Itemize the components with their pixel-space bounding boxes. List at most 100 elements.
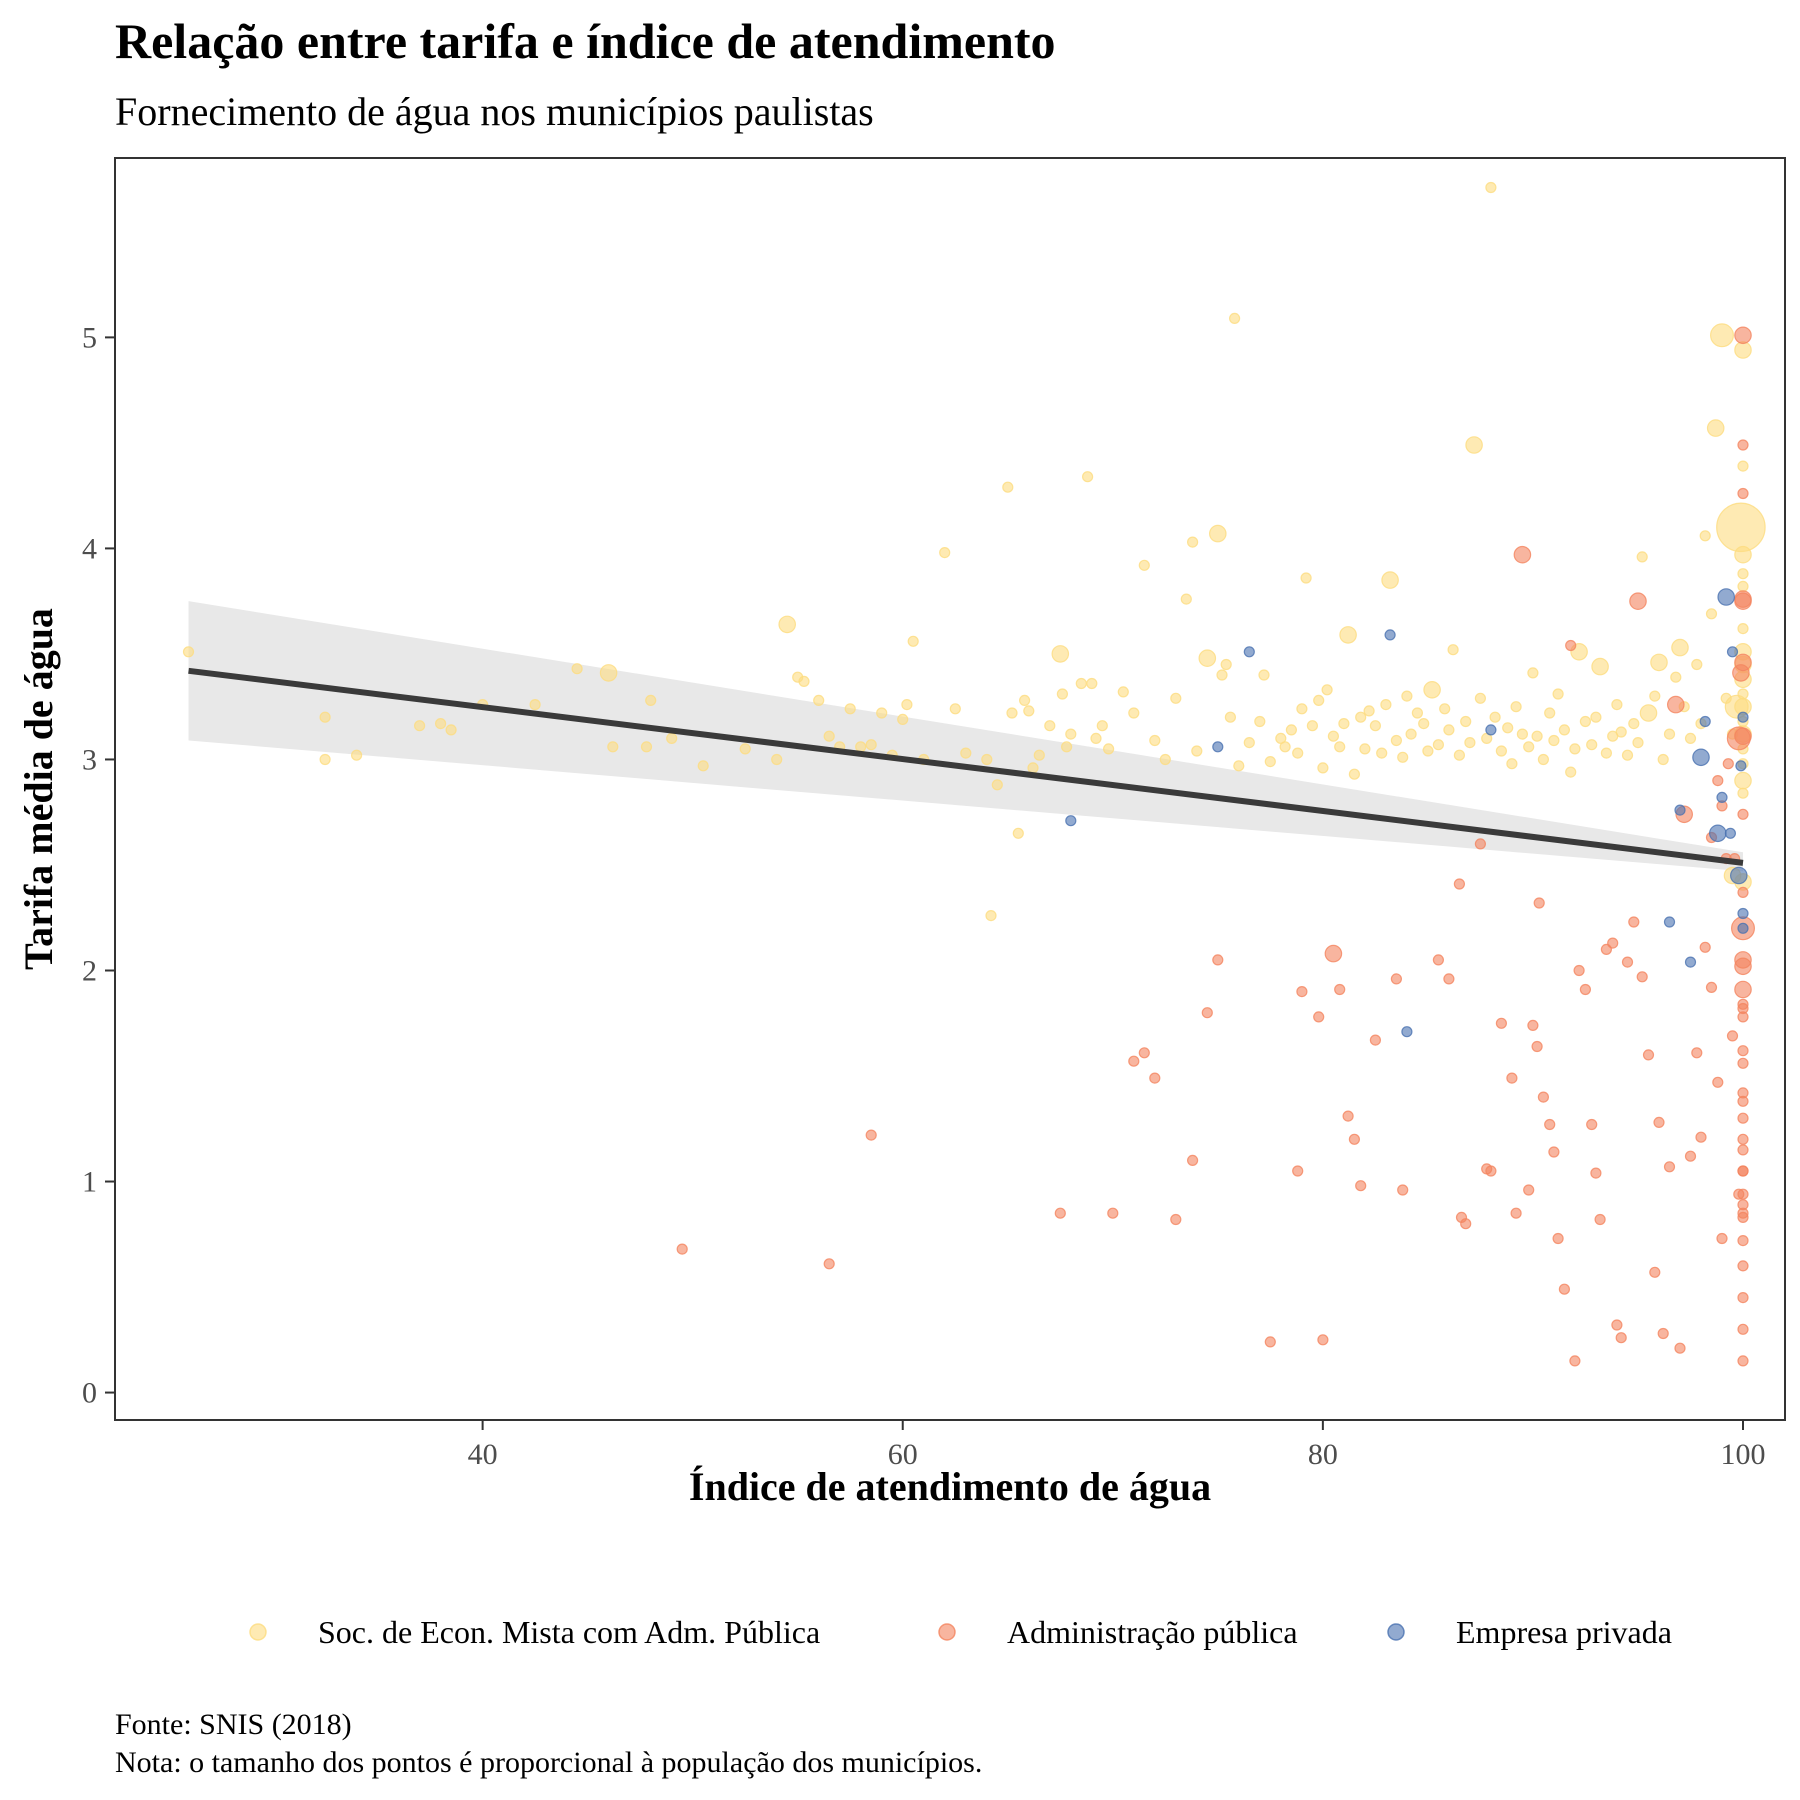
data-point bbox=[1569, 1355, 1581, 1367]
data-point bbox=[1159, 753, 1171, 766]
data-point bbox=[1369, 720, 1382, 732]
data-point bbox=[1737, 1199, 1749, 1211]
data-point bbox=[1579, 715, 1592, 728]
data-point bbox=[1544, 1118, 1556, 1131]
data-point bbox=[1065, 815, 1077, 827]
data-point bbox=[865, 1129, 877, 1141]
data-point bbox=[1684, 1150, 1697, 1162]
data-point bbox=[1149, 1072, 1161, 1084]
data-point bbox=[1128, 707, 1140, 719]
data-point bbox=[645, 694, 657, 707]
data-point bbox=[1107, 1207, 1119, 1219]
x-tick-label: 40 bbox=[468, 1438, 498, 1471]
data-point bbox=[1510, 1207, 1522, 1219]
data-point bbox=[1527, 667, 1539, 679]
data-point bbox=[1485, 181, 1497, 194]
data-point bbox=[1023, 705, 1035, 717]
data-point bbox=[1734, 326, 1752, 345]
data-point bbox=[1243, 646, 1255, 658]
data-point bbox=[876, 707, 888, 719]
data-point bbox=[351, 749, 363, 761]
data-point bbox=[1716, 502, 1766, 553]
data-point bbox=[1453, 749, 1466, 761]
data-point bbox=[1128, 1055, 1140, 1067]
y-axis-title: Tarifa média de água bbox=[16, 608, 61, 970]
data-point bbox=[1695, 1131, 1707, 1143]
data-point bbox=[1579, 983, 1592, 996]
data-point bbox=[1737, 1260, 1749, 1272]
series-0 bbox=[182, 181, 1766, 922]
data-point bbox=[1663, 916, 1676, 928]
data-point bbox=[1474, 838, 1487, 850]
data-point bbox=[1401, 690, 1413, 702]
data-point bbox=[1096, 720, 1108, 732]
data-point bbox=[1611, 1319, 1623, 1331]
data-point bbox=[949, 703, 961, 715]
data-point bbox=[1712, 774, 1724, 787]
data-point bbox=[1565, 766, 1577, 778]
data-point bbox=[1548, 734, 1560, 747]
data-point bbox=[1709, 824, 1727, 843]
data-point bbox=[1663, 1161, 1676, 1173]
data-point bbox=[985, 909, 997, 922]
y-axis: 0 1 2 3 4 5 bbox=[82, 321, 115, 1410]
data-point bbox=[907, 635, 919, 647]
data-point bbox=[1737, 922, 1749, 934]
data-point bbox=[1149, 734, 1161, 747]
data-point bbox=[1590, 1167, 1602, 1179]
trend-line bbox=[188, 667, 1744, 866]
data-point bbox=[1170, 1213, 1182, 1226]
data-point bbox=[1734, 592, 1752, 610]
data-point bbox=[981, 753, 993, 766]
data-point bbox=[1724, 827, 1737, 839]
data-point bbox=[1359, 743, 1371, 755]
data-point bbox=[1670, 671, 1682, 683]
data-point bbox=[435, 717, 447, 730]
legend: Soc. de Econ. Mista com Adm. Pública Admi… bbox=[249, 1614, 1672, 1650]
data-point bbox=[1674, 804, 1686, 816]
data-point bbox=[1632, 736, 1644, 749]
data-point bbox=[1552, 688, 1564, 700]
data-point bbox=[1002, 481, 1014, 493]
data-point bbox=[1212, 954, 1224, 966]
data-point bbox=[1381, 571, 1399, 589]
data-point bbox=[897, 713, 909, 726]
x-tick-label: 60 bbox=[888, 1438, 918, 1471]
data-point bbox=[1474, 692, 1487, 704]
data-point bbox=[1615, 726, 1627, 738]
data-point bbox=[1397, 1184, 1409, 1196]
data-point bbox=[1737, 1095, 1749, 1107]
series-1 bbox=[676, 326, 1755, 1367]
data-point bbox=[1418, 717, 1430, 730]
data-point bbox=[1432, 739, 1445, 751]
y-tick-label: 4 bbox=[82, 532, 97, 565]
data-point bbox=[1531, 1040, 1543, 1053]
data-point bbox=[1465, 436, 1483, 454]
data-point bbox=[1254, 715, 1266, 728]
data-point bbox=[1292, 747, 1304, 759]
data-point bbox=[1334, 983, 1346, 996]
data-point bbox=[1737, 1211, 1749, 1224]
data-point bbox=[1737, 622, 1749, 635]
data-point bbox=[1712, 1076, 1724, 1088]
data-point bbox=[1558, 1283, 1571, 1295]
data-point bbox=[1705, 608, 1718, 620]
data-point bbox=[1279, 741, 1291, 753]
data-point bbox=[445, 724, 457, 736]
data-point bbox=[1649, 1266, 1661, 1278]
chart-subtitle: Fornecimento de água nos municípios paul… bbox=[115, 89, 874, 134]
x-axis-title: Índice de atendimento de água bbox=[689, 1464, 1211, 1509]
data-point bbox=[823, 730, 835, 742]
data-point bbox=[1737, 1188, 1749, 1200]
data-point bbox=[1355, 1180, 1367, 1192]
data-point bbox=[1327, 730, 1340, 742]
data-point bbox=[1296, 985, 1308, 998]
data-point bbox=[1138, 1047, 1150, 1059]
data-point bbox=[1086, 677, 1098, 690]
data-point bbox=[1737, 808, 1749, 820]
data-point bbox=[1737, 907, 1749, 920]
data-point bbox=[1737, 1057, 1749, 1069]
data-point bbox=[1090, 732, 1102, 745]
data-point bbox=[1285, 724, 1298, 736]
